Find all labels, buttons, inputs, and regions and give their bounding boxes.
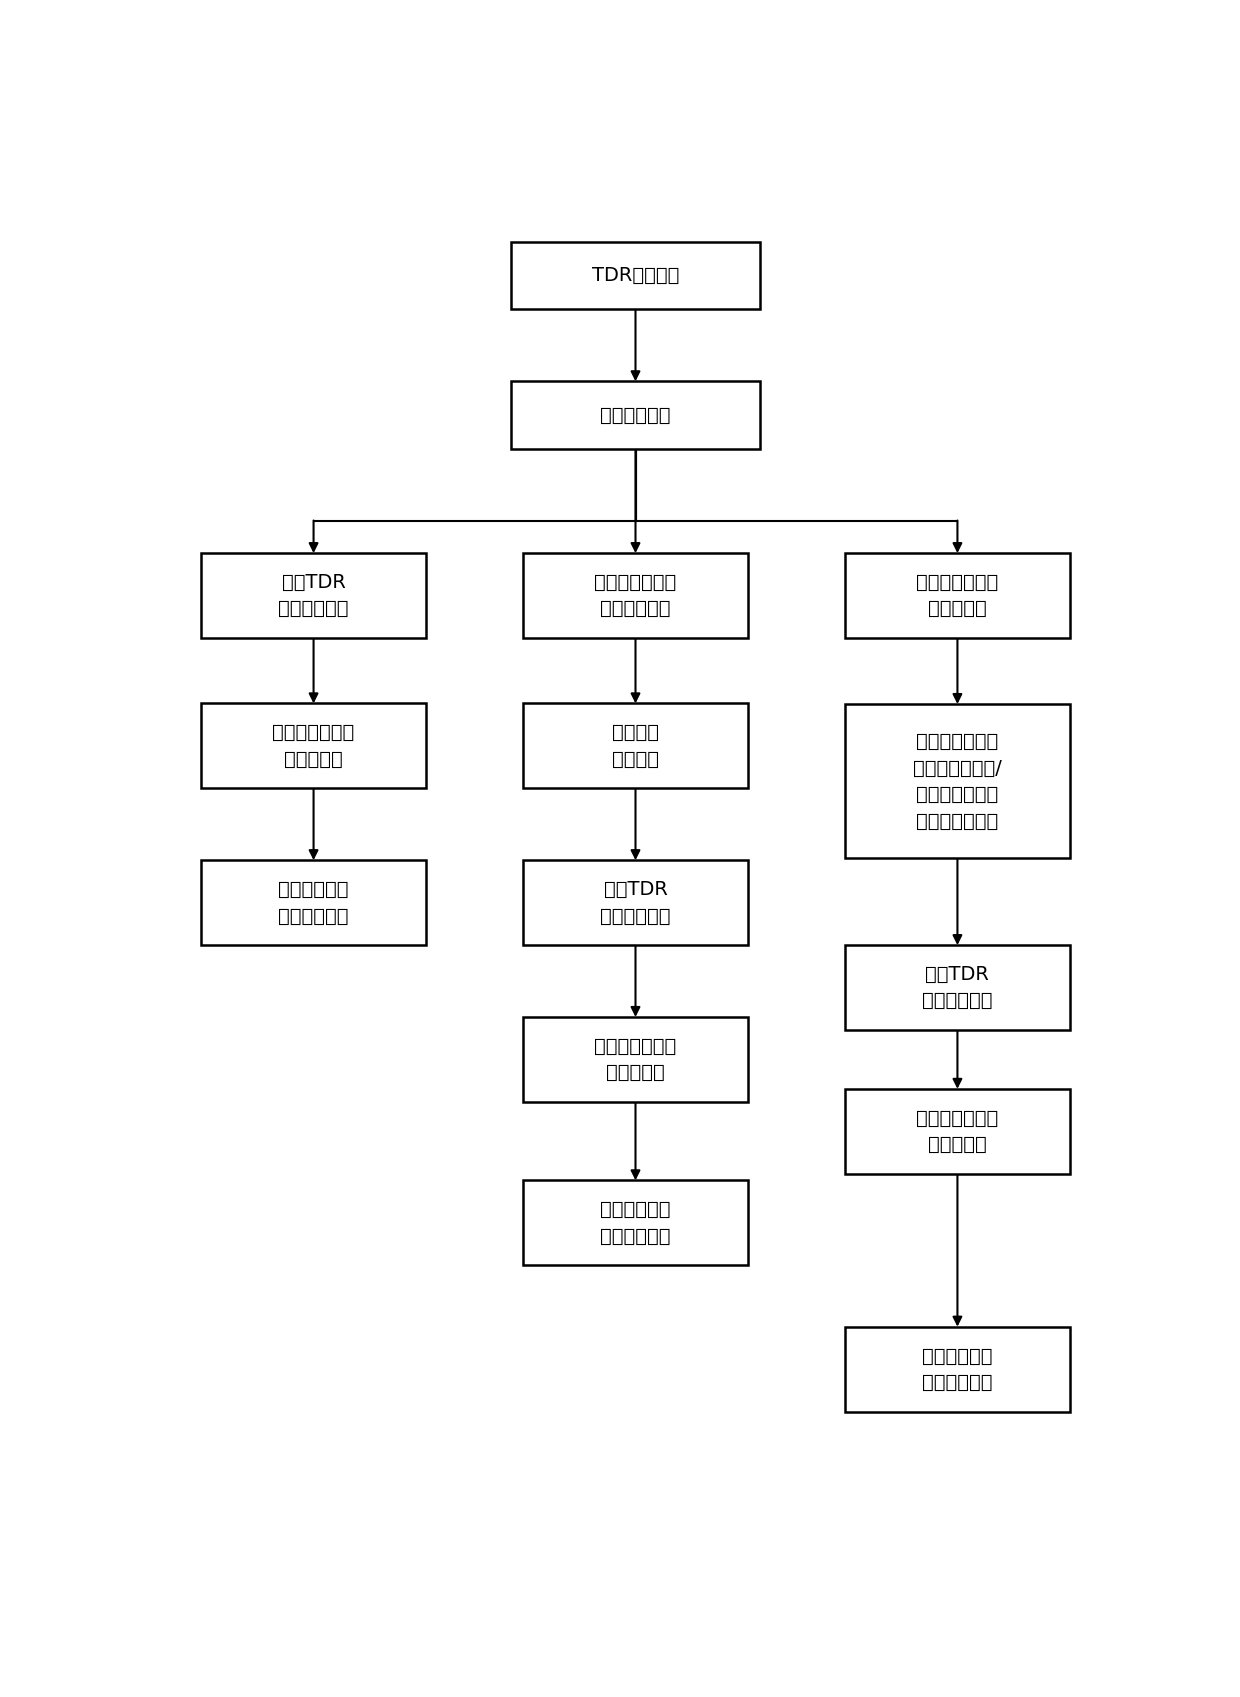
Text: TDR标定试验: TDR标定试验	[591, 266, 680, 285]
Bar	[522, 860, 749, 945]
Text: 启动TDR
数据采集系统: 启动TDR 数据采集系统	[278, 574, 348, 618]
Bar	[844, 945, 1070, 1030]
Text: 吸力标定测试: 吸力标定测试	[600, 406, 671, 424]
Text: 启动TDR
数据采集系统: 启动TDR 数据采集系统	[923, 966, 993, 1010]
Bar	[201, 704, 427, 789]
Text: 不加半透膜，连
接仪器，填土: 不加半透膜，连 接仪器，填土	[594, 574, 677, 618]
Bar	[511, 382, 760, 450]
Bar	[522, 553, 749, 638]
Text: 测量土体介电常
数、电导率: 测量土体介电常 数、电导率	[916, 1108, 998, 1154]
Text: 启动TDR
数据采集系统: 启动TDR 数据采集系统	[600, 881, 671, 925]
Text: 测量土体介电常
数、电导率: 测量土体介电常 数、电导率	[273, 723, 355, 769]
Bar	[844, 553, 1070, 638]
Bar	[522, 1017, 749, 1101]
Bar	[201, 860, 427, 945]
Text: 测量土体介电常
数、电导率: 测量土体介电常 数、电导率	[594, 1037, 677, 1083]
Text: 加半透膜，连接
仪器，填土: 加半透膜，连接 仪器，填土	[916, 574, 998, 618]
Bar	[522, 704, 749, 789]
Text: 对比标定曲线
获取土体吸力: 对比标定曲线 获取土体吸力	[278, 881, 348, 925]
Text: 对比标定曲线
获取土体吸力: 对比标定曲线 获取土体吸力	[923, 1346, 993, 1392]
Text: 启动溶液循环系
统控制基质吸力/
启动总吸力控制
系统控制总吸力: 启动溶液循环系 统控制基质吸力/ 启动总吸力控制 系统控制总吸力	[913, 731, 1002, 830]
Text: 启动溶液
循环系统: 启动溶液 循环系统	[613, 723, 658, 769]
Bar	[522, 1181, 749, 1266]
Bar	[844, 1327, 1070, 1412]
Bar	[844, 704, 1070, 859]
Text: 对比标定曲线
获取土体吸力: 对比标定曲线 获取土体吸力	[600, 1200, 671, 1246]
Bar	[511, 241, 760, 309]
Bar	[201, 553, 427, 638]
Bar	[844, 1089, 1070, 1174]
